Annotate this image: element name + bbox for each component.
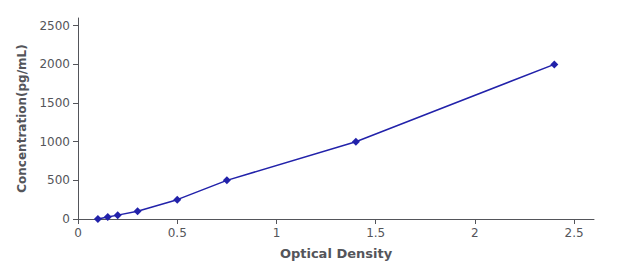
svg-text:2500: 2500 bbox=[39, 19, 70, 33]
svg-text:1: 1 bbox=[273, 226, 281, 240]
svg-text:0: 0 bbox=[74, 226, 82, 240]
svg-text:2000: 2000 bbox=[39, 57, 70, 71]
svg-text:Optical Density: Optical Density bbox=[280, 246, 393, 261]
svg-text:1500: 1500 bbox=[39, 96, 70, 110]
svg-text:0: 0 bbox=[62, 212, 70, 226]
svg-text:2: 2 bbox=[471, 226, 479, 240]
svg-text:0.5: 0.5 bbox=[168, 226, 187, 240]
svg-text:1000: 1000 bbox=[39, 135, 70, 149]
svg-text:Concentration(pg/mL): Concentration(pg/mL) bbox=[15, 44, 29, 192]
svg-text:2.5: 2.5 bbox=[565, 226, 584, 240]
svg-text:1.5: 1.5 bbox=[366, 226, 385, 240]
svg-text:500: 500 bbox=[47, 173, 70, 187]
